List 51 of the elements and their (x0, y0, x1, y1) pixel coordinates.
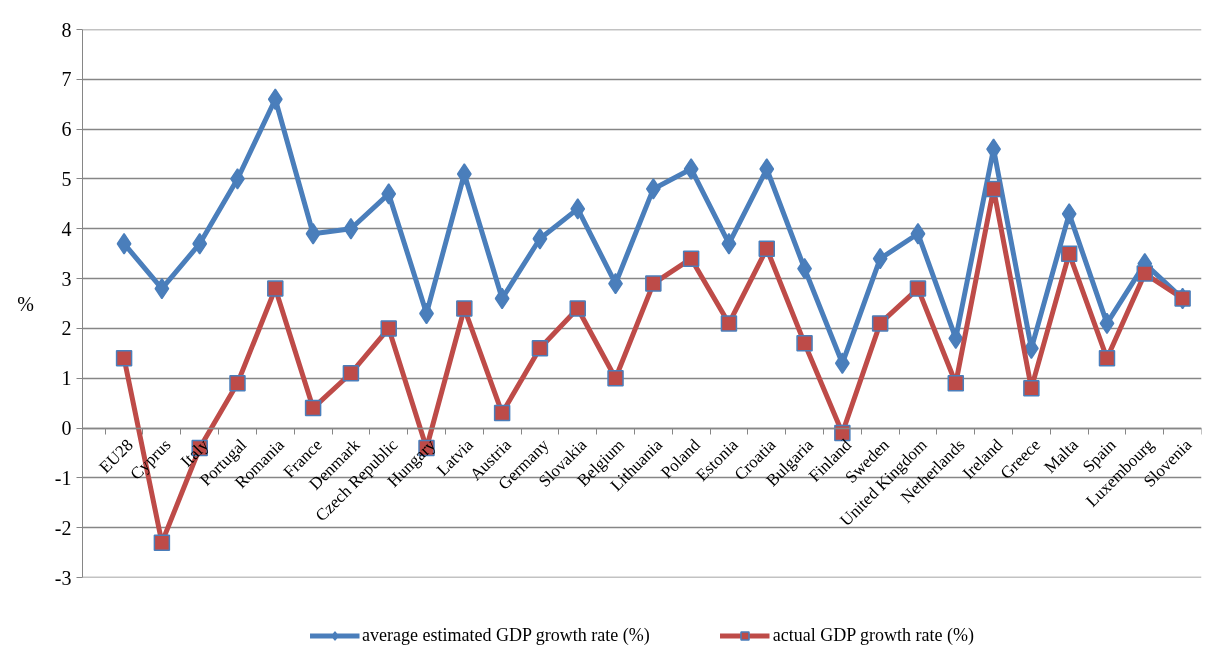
point (570, 198, 586, 220)
point (645, 275, 662, 292)
legend-label: average estimated GDP growth rate (%) (362, 624, 650, 646)
legend-label: actual GDP growth rate (%) (772, 624, 974, 646)
point (456, 163, 472, 185)
point (304, 399, 322, 417)
point (796, 335, 813, 352)
point (342, 365, 360, 382)
point (947, 374, 965, 392)
y-tick-label: 4 (61, 217, 72, 240)
point (871, 315, 889, 332)
point (343, 218, 359, 240)
point (569, 300, 586, 317)
point (456, 300, 473, 317)
y-tick-label: 0 (61, 417, 72, 440)
point (645, 178, 661, 200)
point (267, 88, 283, 110)
point (115, 350, 133, 367)
point (267, 280, 284, 297)
y-tick-label: 6 (61, 118, 72, 141)
point (1023, 379, 1040, 397)
y-tick-label: -3 (54, 566, 72, 589)
y-tick-label: 8 (61, 18, 72, 41)
point (683, 158, 699, 180)
point (759, 158, 775, 180)
y-axis-title: % (17, 292, 34, 315)
point (682, 250, 700, 267)
point (153, 534, 171, 551)
y-tick-label: 3 (61, 267, 72, 290)
y-tick-label: 2 (61, 317, 72, 340)
point (1136, 265, 1154, 282)
point (381, 183, 397, 205)
point (758, 240, 775, 257)
point (909, 280, 927, 297)
y-tick-label: -1 (54, 466, 72, 489)
point (1061, 203, 1077, 225)
point (720, 315, 738, 332)
point (910, 223, 926, 245)
y-tick-label: -2 (54, 516, 72, 539)
point (607, 369, 624, 387)
point (985, 180, 1002, 198)
point (305, 223, 321, 245)
point (380, 320, 397, 337)
y-tick-label: 5 (61, 167, 72, 190)
point (229, 374, 246, 392)
point (493, 404, 511, 422)
y-tick-label: 1 (61, 367, 72, 390)
point (1060, 245, 1078, 262)
point (1098, 350, 1116, 367)
y-tick-label: 7 (61, 68, 72, 91)
point (531, 340, 549, 357)
